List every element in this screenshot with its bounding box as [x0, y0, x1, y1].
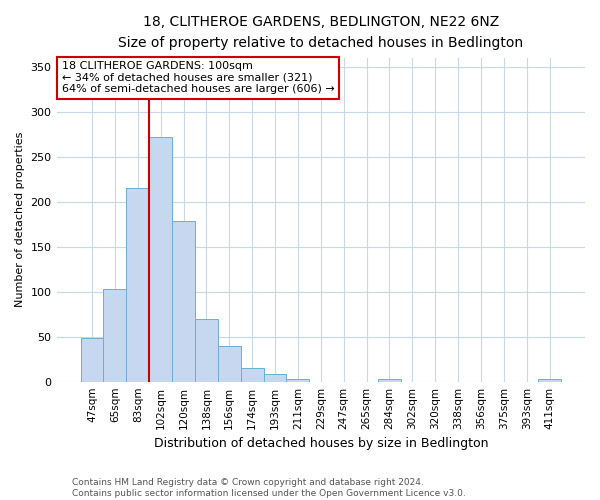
Bar: [149, 137, 172, 382]
Bar: [127, 188, 149, 382]
Bar: [103, 289, 127, 382]
Y-axis label: Number of detached properties: Number of detached properties: [15, 132, 25, 308]
Text: Contains HM Land Registry data © Crown copyright and database right 2024.
Contai: Contains HM Land Registry data © Crown c…: [72, 478, 466, 498]
Bar: [80, 338, 103, 382]
Bar: [172, 220, 195, 382]
Bar: [241, 368, 263, 382]
Bar: [538, 379, 561, 382]
Bar: [378, 379, 401, 382]
Bar: [263, 374, 286, 382]
Bar: [195, 318, 218, 382]
Text: 18 CLITHEROE GARDENS: 100sqm
← 34% of detached houses are smaller (321)
64% of s: 18 CLITHEROE GARDENS: 100sqm ← 34% of de…: [62, 61, 335, 94]
Title: 18, CLITHEROE GARDENS, BEDLINGTON, NE22 6NZ
Size of property relative to detache: 18, CLITHEROE GARDENS, BEDLINGTON, NE22 …: [118, 15, 523, 50]
Bar: [218, 346, 241, 382]
X-axis label: Distribution of detached houses by size in Bedlington: Distribution of detached houses by size …: [154, 437, 488, 450]
Bar: [286, 379, 310, 382]
